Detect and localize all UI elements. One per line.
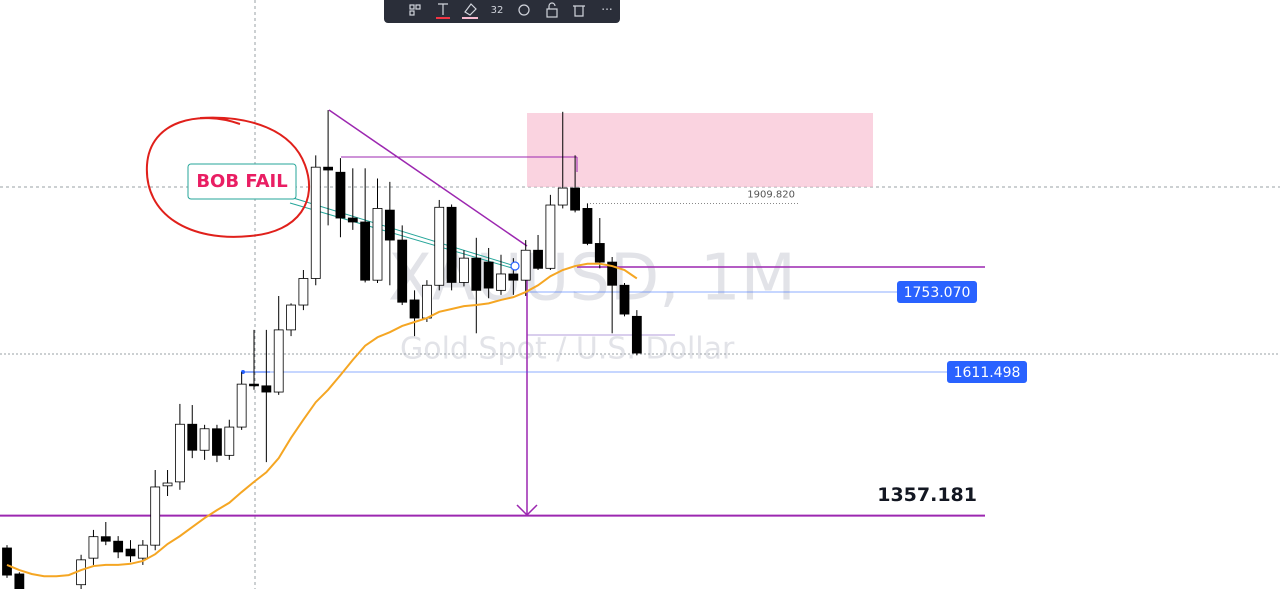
candle-body bbox=[286, 304, 296, 331]
candle-body bbox=[483, 261, 494, 289]
floating-toolbar: 32 ··· bbox=[384, 0, 620, 23]
icon-fill[interactable] bbox=[464, 3, 477, 16]
icon-lock[interactable] bbox=[546, 8, 558, 18]
candle-body bbox=[397, 239, 408, 303]
watermark-description: Gold Spot / U.S. Dollar bbox=[400, 332, 735, 367]
icon-part bbox=[548, 2, 556, 9]
candle-body bbox=[607, 261, 618, 286]
candle-body bbox=[199, 428, 210, 451]
candle-body bbox=[298, 278, 309, 306]
icon-delete[interactable] bbox=[573, 5, 585, 17]
icon-settings[interactable] bbox=[518, 4, 530, 16]
candle-body bbox=[619, 284, 630, 315]
candle-body bbox=[212, 428, 222, 456]
candle-body bbox=[360, 221, 371, 281]
candle-body bbox=[446, 206, 457, 283]
font-size[interactable]: 32 bbox=[491, 5, 504, 16]
candle-body bbox=[570, 187, 580, 211]
candle-body bbox=[162, 482, 173, 487]
callout-box[interactable] bbox=[187, 163, 297, 200]
candle-body bbox=[113, 540, 124, 553]
candle-body bbox=[261, 385, 272, 393]
candle-body bbox=[582, 208, 593, 244]
candle-body bbox=[347, 217, 358, 223]
candle-body bbox=[273, 329, 284, 393]
anchor-point[interactable] bbox=[510, 261, 520, 271]
candle-body bbox=[409, 299, 420, 319]
candle-body bbox=[545, 204, 556, 269]
callout-line bbox=[289, 202, 513, 269]
candle-body bbox=[508, 273, 519, 281]
more-button[interactable]: ··· bbox=[601, 3, 612, 17]
candle-body bbox=[100, 536, 111, 542]
candle-body bbox=[125, 548, 136, 557]
price-badge-label: 1753.070 bbox=[904, 285, 971, 301]
candle-body bbox=[14, 573, 25, 589]
candle-body bbox=[496, 273, 506, 291]
candle-body bbox=[471, 257, 482, 291]
candle-body bbox=[335, 171, 346, 219]
candle-body bbox=[421, 284, 432, 319]
candle-body bbox=[384, 209, 395, 241]
price-badge bbox=[897, 281, 977, 304]
candle-body bbox=[594, 243, 605, 263]
icon-text[interactable] bbox=[438, 3, 448, 15]
candle-body bbox=[459, 257, 469, 283]
trend-line[interactable] bbox=[328, 109, 528, 247]
zone-rectangle[interactable] bbox=[527, 113, 873, 187]
candle-body bbox=[310, 166, 321, 279]
price-level-label: 1357.181 bbox=[877, 484, 977, 506]
icon-templates[interactable] bbox=[409, 4, 415, 10]
candle-body bbox=[434, 206, 445, 286]
candle-body bbox=[88, 536, 99, 559]
candle-body bbox=[631, 315, 642, 354]
icon-part bbox=[415, 4, 421, 10]
candle-body bbox=[174, 423, 185, 483]
candle-body bbox=[557, 187, 568, 206]
callout-text: BOB FAIL bbox=[196, 171, 287, 192]
candle-body bbox=[2, 547, 12, 576]
candle-body bbox=[249, 383, 259, 387]
price-level-label: 1909.820 bbox=[747, 189, 795, 200]
price-badge bbox=[947, 360, 1027, 383]
candle-body bbox=[224, 426, 235, 456]
hand-drawn-circle[interactable] bbox=[145, 116, 310, 238]
candle-body bbox=[187, 423, 198, 451]
candle-body bbox=[236, 383, 247, 428]
candle-body bbox=[323, 166, 334, 171]
series bbox=[0, 110, 985, 589]
candle-body bbox=[520, 249, 531, 281]
candle-body bbox=[150, 486, 161, 546]
price-badge-label: 1611.498 bbox=[954, 365, 1021, 381]
moving-average bbox=[6, 262, 638, 578]
candle-body bbox=[372, 208, 383, 281]
candle-body bbox=[533, 249, 543, 269]
icon-part bbox=[409, 10, 415, 16]
candle-body bbox=[137, 544, 148, 559]
